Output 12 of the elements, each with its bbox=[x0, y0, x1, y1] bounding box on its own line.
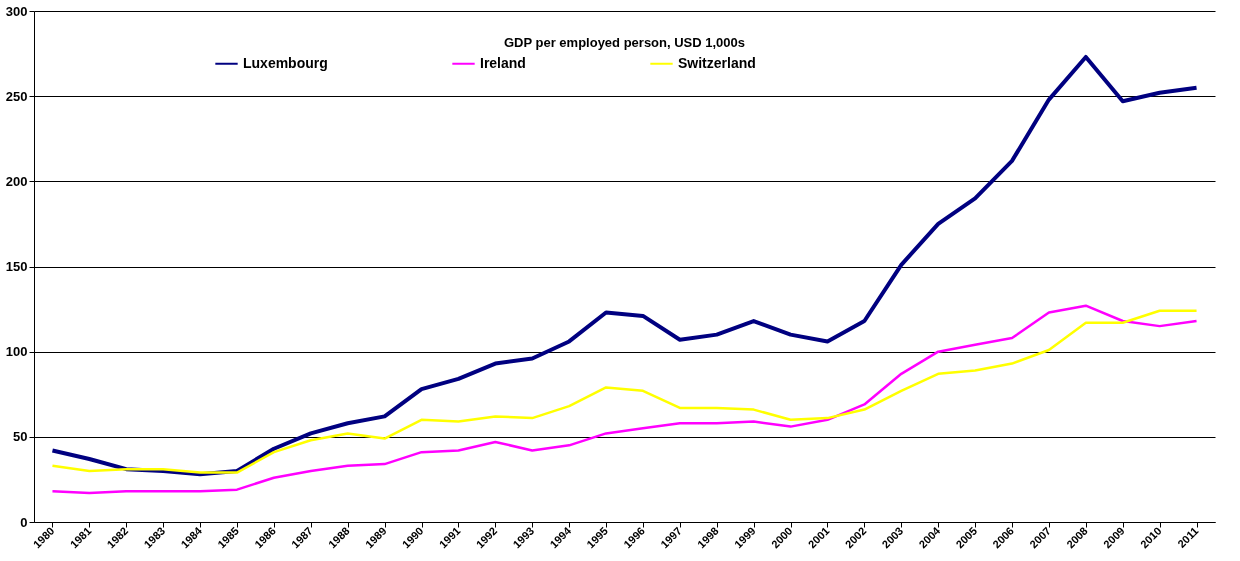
legend-label: Switzerland bbox=[678, 54, 756, 71]
y-tick-label: 250 bbox=[5, 88, 28, 104]
legend-label: Ireland bbox=[480, 54, 526, 71]
y-tick-label: 300 bbox=[5, 3, 28, 19]
y-tick-label: 150 bbox=[5, 259, 28, 274]
y-tick-label: 0 bbox=[20, 514, 28, 530]
y-tick-label: 200 bbox=[5, 173, 28, 189]
text: GDP per employed person, USD 1,000s bbox=[503, 35, 746, 50]
line-series bbox=[50, 54, 1199, 477]
y-tick-label: 50 bbox=[13, 429, 28, 445]
y-tick-label: 100 bbox=[5, 344, 28, 360]
legend-label: Luxembourg bbox=[243, 54, 328, 71]
